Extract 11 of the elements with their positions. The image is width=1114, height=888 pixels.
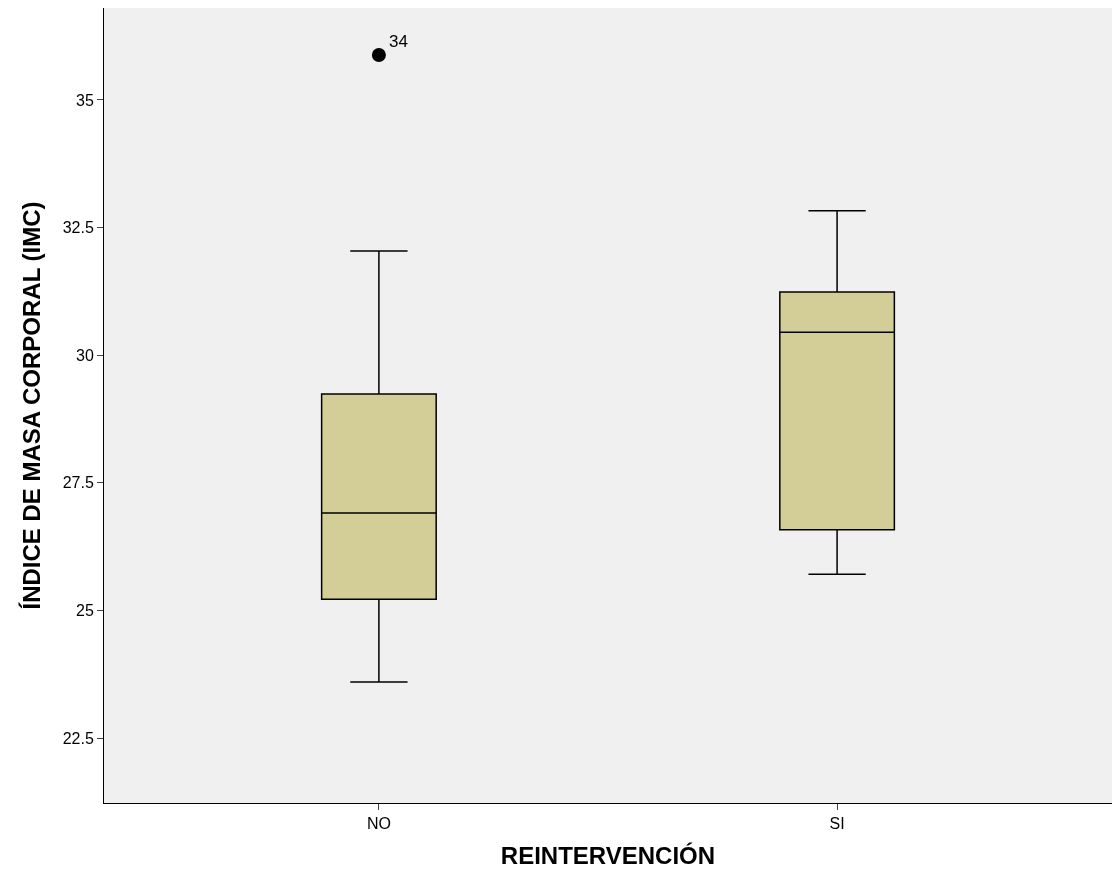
y-tick-label: 30 (76, 346, 94, 364)
y-tick-label: 22.5 (62, 729, 94, 747)
y-axis-title: ÍNDICE DE MASA CORPORAL (IMC) (17, 201, 45, 610)
x-tick-label: SI (829, 815, 845, 833)
x-axis-title: REINTERVENCIÓN (500, 841, 716, 869)
y-tick-label: 35 (76, 91, 94, 109)
y-tick-label: 27.5 (62, 474, 94, 492)
annotation: 34 (389, 32, 408, 51)
x-tick-label: NO (366, 815, 391, 833)
y-tick-label: 32.5 (62, 219, 94, 237)
y-tick-label: 25 (76, 602, 94, 620)
